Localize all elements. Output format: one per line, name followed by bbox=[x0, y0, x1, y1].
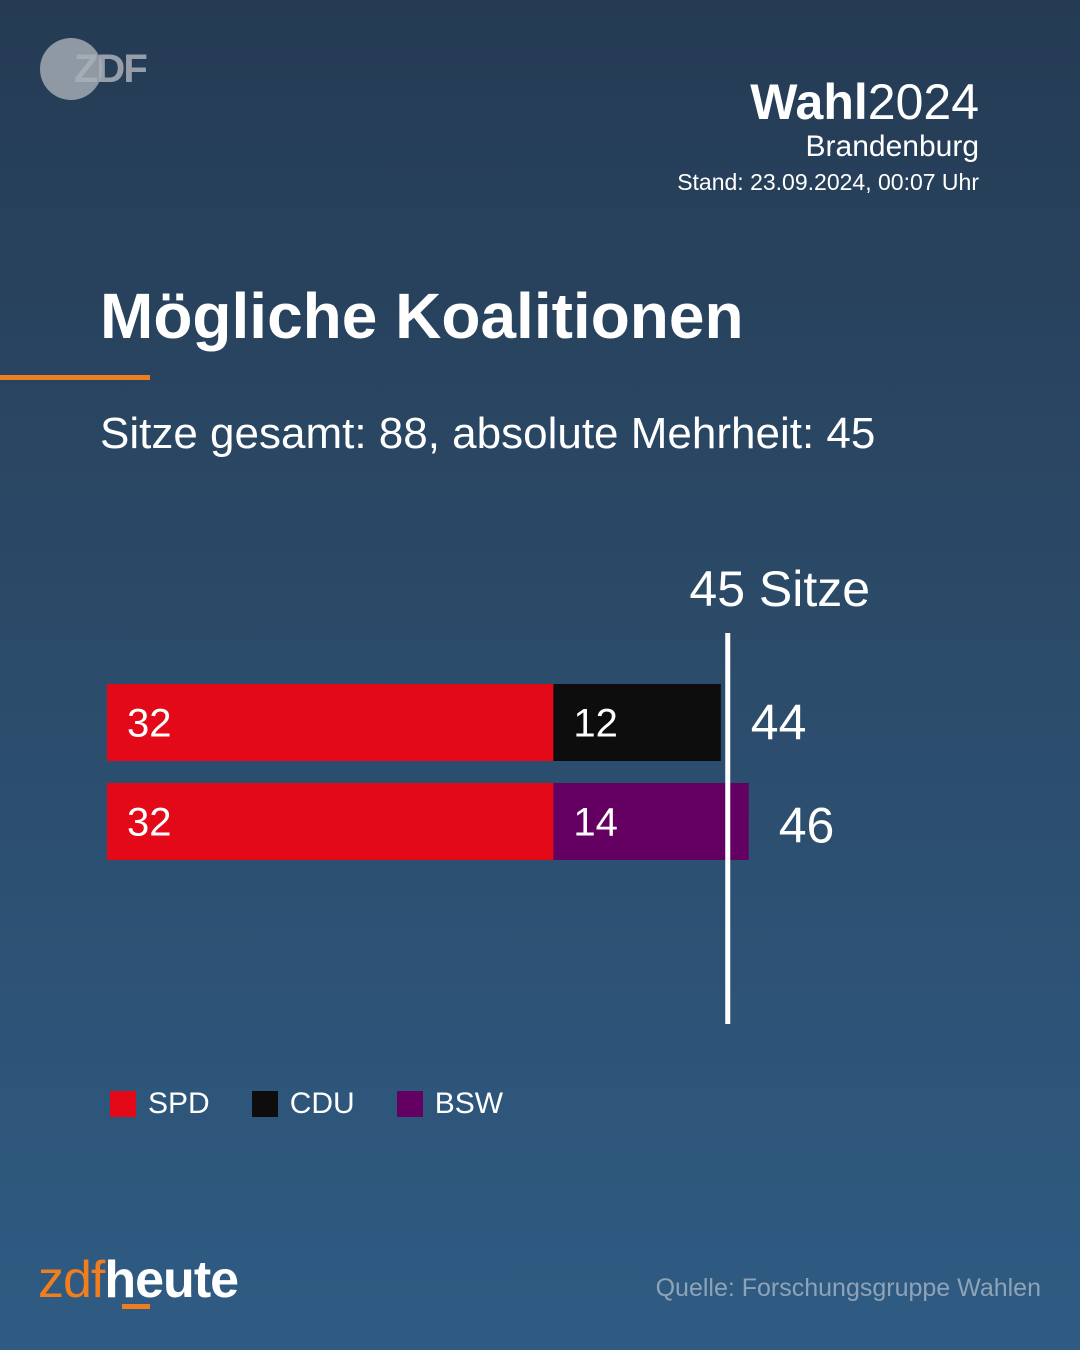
majority-label: 45 Sitze bbox=[689, 561, 870, 617]
coalition-chart: 45 Sitze 32 12 44 32 14 46 bbox=[107, 561, 870, 1024]
chart-legend: SPD CDU BSW bbox=[110, 1086, 545, 1122]
zdf-logo: ZDF bbox=[40, 38, 160, 102]
bar-segment-bsw bbox=[553, 783, 749, 860]
zdf-logo-disc bbox=[40, 38, 102, 100]
region-label: Brandenburg bbox=[805, 130, 979, 163]
source-note: Quelle: Forschungsgruppe Wahlen bbox=[655, 1274, 1041, 1302]
zdf-logo-text: ZDF bbox=[74, 47, 148, 91]
coalition-total-label: 44 bbox=[751, 695, 807, 751]
legend-swatch bbox=[396, 1091, 423, 1117]
legend-label: BSW bbox=[434, 1087, 504, 1120]
election-title-word: Wahl bbox=[750, 74, 868, 130]
legend-item-spd: SPD bbox=[110, 1086, 210, 1122]
bar-segment-spd bbox=[107, 684, 554, 761]
election-year: 2024 bbox=[867, 74, 979, 130]
legend-item-bsw: BSW bbox=[396, 1086, 504, 1122]
legend-label: CDU bbox=[289, 1087, 355, 1120]
title-accent-rule bbox=[0, 375, 150, 380]
brand-zdf: zdf bbox=[38, 1251, 105, 1309]
page-subtitle: Sitze gesamt: 88, absolute Mehrheit: 45 bbox=[100, 409, 876, 458]
bar-value-label: 14 bbox=[573, 801, 618, 845]
bar-value-label: 32 bbox=[127, 801, 172, 845]
legend-swatch bbox=[251, 1091, 278, 1117]
election-header: Wahl2024 Brandenburg Stand: 23.09.2024, … bbox=[677, 74, 979, 198]
legend-label: SPD bbox=[148, 1087, 210, 1120]
brand-underline bbox=[122, 1304, 150, 1309]
timestamp: Stand: 23.09.2024, 00:07 Uhr bbox=[677, 169, 979, 195]
bar-segment-cdu bbox=[553, 684, 721, 761]
coalition-total-label: 46 bbox=[779, 798, 835, 854]
legend-swatch bbox=[110, 1091, 136, 1117]
legend-item-cdu: CDU bbox=[251, 1086, 355, 1122]
zdfheute-logo: zdfheute bbox=[38, 1248, 239, 1312]
page-title: Mögliche Koalitionen bbox=[100, 280, 744, 352]
brand-heute: heute bbox=[104, 1251, 239, 1309]
election-title: Wahl2024 bbox=[677, 74, 979, 130]
bar-value-label: 12 bbox=[573, 702, 618, 746]
bar-value-label: 32 bbox=[127, 702, 172, 746]
bar-segment-spd bbox=[107, 783, 554, 860]
